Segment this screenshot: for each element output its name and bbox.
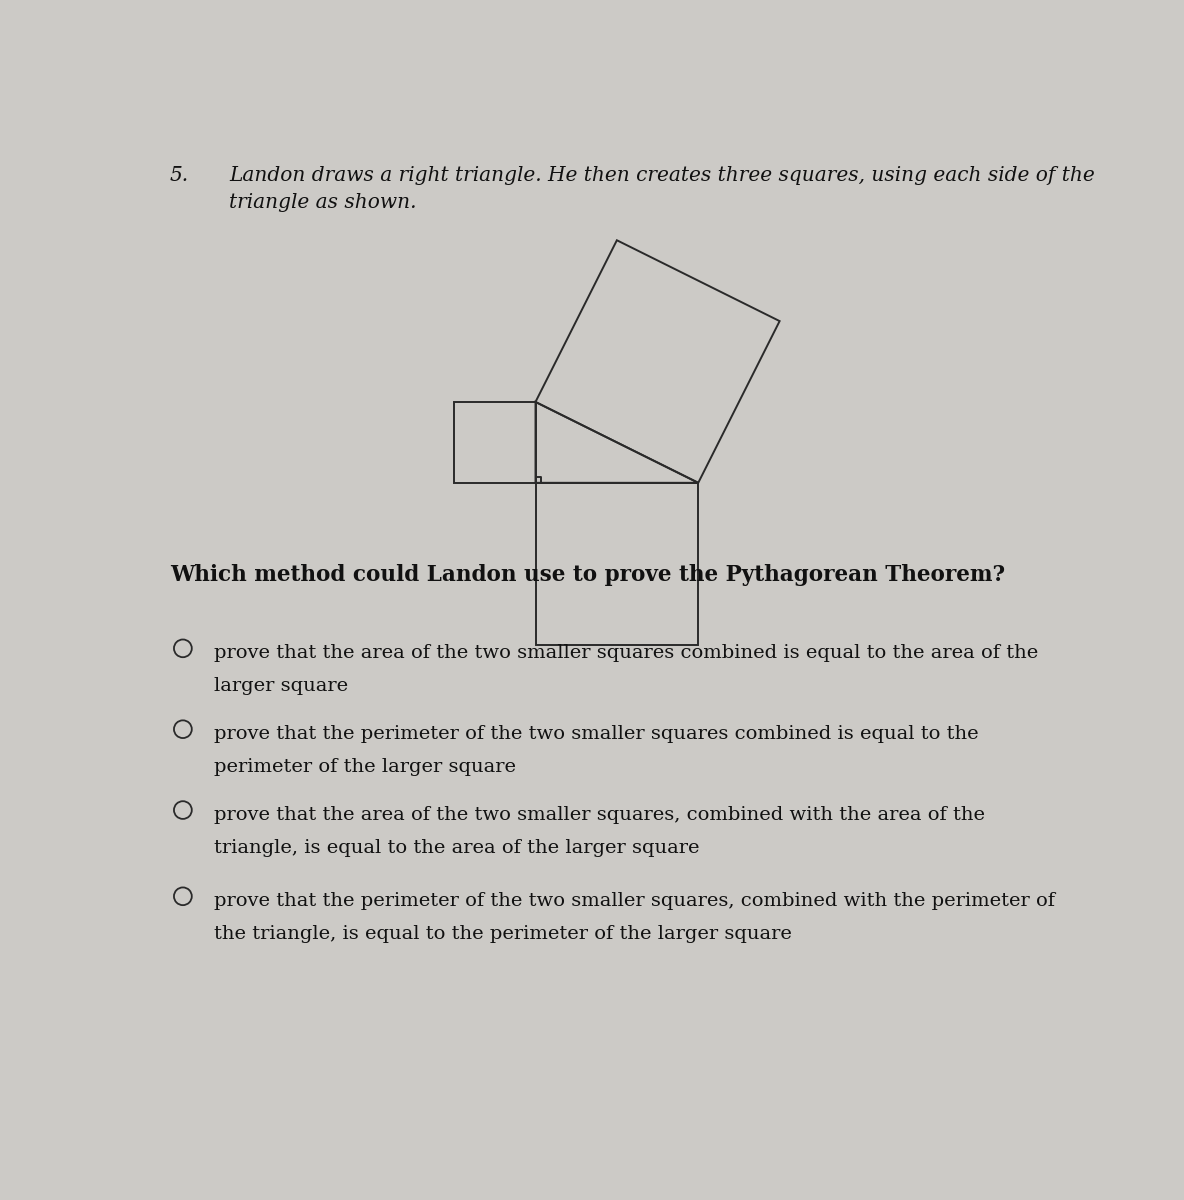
Text: perimeter of the larger square: perimeter of the larger square [214,757,516,775]
Text: 5.: 5. [169,166,188,185]
Text: triangle as shown.: triangle as shown. [230,193,417,212]
Text: prove that the perimeter of the two smaller squares, combined with the perimeter: prove that the perimeter of the two smal… [214,893,1055,911]
Text: triangle, is equal to the area of the larger square: triangle, is equal to the area of the la… [214,839,700,857]
Text: Which method could Landon use to prove the Pythagorean Theorem?: Which method could Landon use to prove t… [169,564,1005,586]
Text: the triangle, is equal to the perimeter of the larger square: the triangle, is equal to the perimeter … [214,925,792,943]
Text: Landon draws a right triangle. He then creates three squares, using each side of: Landon draws a right triangle. He then c… [230,166,1095,185]
Text: prove that the area of the two smaller squares combined is equal to the area of : prove that the area of the two smaller s… [214,644,1038,662]
Text: prove that the perimeter of the two smaller squares combined is equal to the: prove that the perimeter of the two smal… [214,725,978,743]
Text: larger square: larger square [214,677,348,695]
Text: prove that the area of the two smaller squares, combined with the area of the: prove that the area of the two smaller s… [214,806,985,824]
